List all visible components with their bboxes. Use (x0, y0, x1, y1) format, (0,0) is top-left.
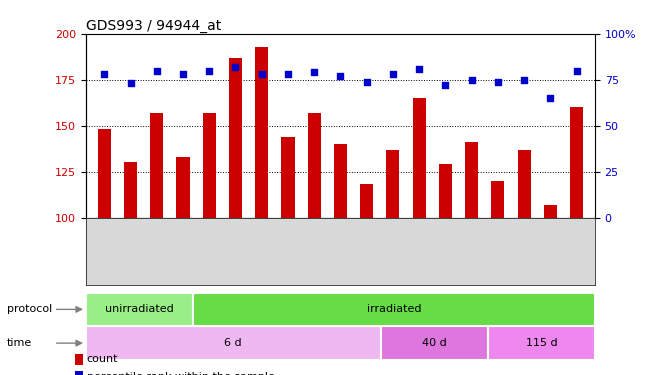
Text: 115 d: 115 d (525, 338, 557, 348)
Bar (229, 58, 242, 217)
Bar (488, 326, 595, 360)
Text: protocol: protocol (7, 304, 52, 314)
Point (151, 68, 162, 74)
Text: 40 d: 40 d (422, 338, 447, 348)
Text: unirradiated: unirradiated (105, 304, 174, 314)
Point (335, 73, 346, 79)
Point (230, 64, 241, 70)
Bar (439, 164, 452, 218)
Point (283, 71, 293, 77)
Point (519, 77, 529, 83)
Bar (176, 157, 190, 218)
Bar (282, 136, 295, 218)
Bar (124, 162, 137, 218)
Bar (386, 150, 399, 217)
Point (571, 68, 582, 74)
Bar (98, 129, 111, 218)
Bar (334, 144, 347, 218)
Point (204, 68, 215, 74)
Bar (360, 184, 373, 218)
Text: time: time (7, 338, 32, 348)
Bar (86, 292, 193, 326)
Bar (465, 142, 478, 218)
Point (466, 77, 477, 83)
Bar (203, 113, 215, 218)
Text: count: count (87, 354, 118, 364)
Text: GDS993 / 94944_at: GDS993 / 94944_at (86, 19, 221, 33)
Bar (381, 326, 488, 360)
Bar (75, 371, 83, 375)
Point (440, 82, 451, 88)
Point (125, 80, 136, 86)
Point (414, 66, 424, 72)
Bar (86, 326, 381, 360)
Point (99, 71, 110, 77)
Bar (75, 354, 83, 364)
Text: irradiated: irradiated (367, 304, 421, 314)
Point (545, 95, 556, 101)
Point (362, 78, 372, 84)
Text: 6 d: 6 d (225, 338, 242, 348)
Bar (518, 150, 531, 217)
Bar (307, 113, 321, 218)
Text: percentile rank within the sample: percentile rank within the sample (87, 372, 274, 375)
Bar (255, 46, 268, 217)
Bar (570, 107, 583, 218)
Point (387, 71, 398, 77)
Bar (412, 98, 426, 218)
Bar (544, 205, 557, 218)
Bar (150, 113, 163, 218)
Bar (491, 181, 504, 218)
Point (492, 78, 503, 84)
Point (178, 71, 188, 77)
Bar (193, 292, 595, 326)
Point (256, 71, 267, 77)
Point (309, 69, 319, 75)
